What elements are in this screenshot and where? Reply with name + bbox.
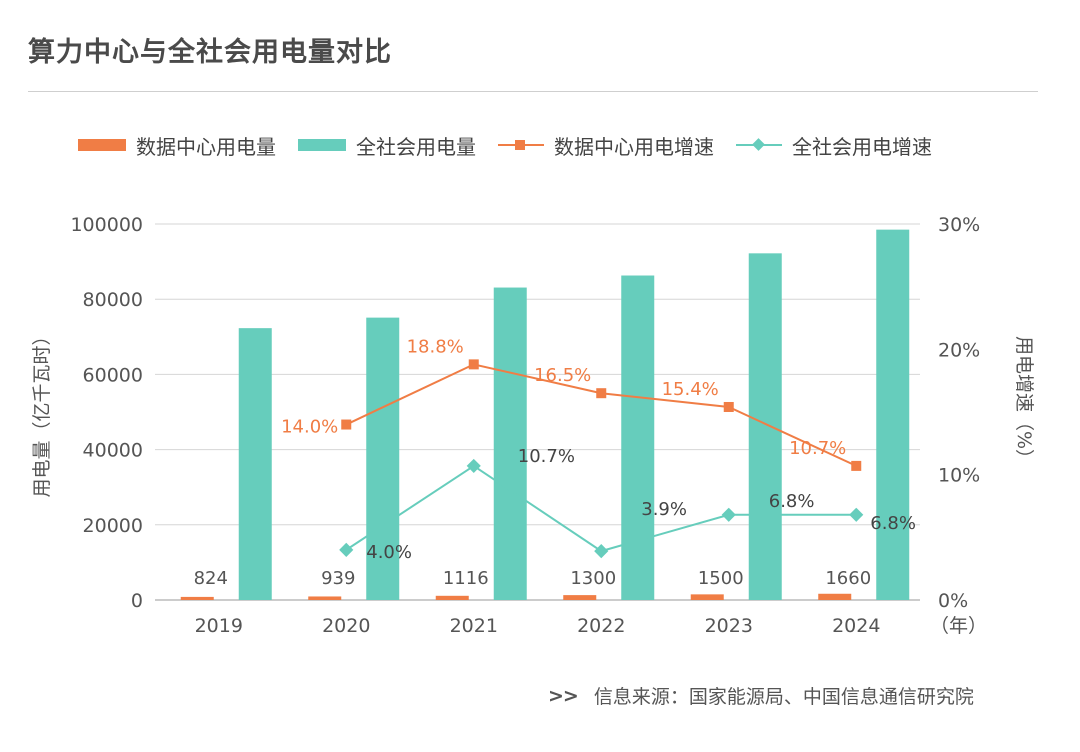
legend-swatch-orange-line	[498, 138, 544, 152]
society-growth-label: 6.8%	[870, 513, 916, 534]
x-tick-label: 2020	[322, 615, 370, 637]
y2-axis-label: 用电增速（%）	[1013, 336, 1035, 468]
bar-dc-consumption	[308, 596, 342, 600]
y2-tick-label: 0%	[938, 590, 968, 612]
society-growth-label: 6.8%	[769, 491, 815, 512]
society-growth-marker	[466, 458, 481, 473]
bar-society-consumption	[493, 287, 527, 600]
legend-item-dc-growth: 数据中心用电增速	[498, 131, 714, 160]
society-growth-marker	[721, 507, 736, 522]
dc-growth-marker	[851, 460, 862, 471]
bar-society-consumption	[621, 275, 655, 600]
y2-tick-label: 20%	[938, 339, 980, 361]
bar-dc-consumption	[180, 596, 214, 600]
legend-label: 数据中心用电量	[136, 134, 276, 159]
legend-swatch-teal-bar	[298, 139, 346, 151]
bar-society-consumption	[238, 328, 272, 600]
society-growth-label: 4.0%	[366, 542, 412, 563]
dc-growth-label: 16.5%	[534, 365, 591, 386]
source-arrows: >>	[548, 684, 579, 707]
legend-item-society-consumption: 全社会用电量	[298, 131, 476, 160]
x-tick-label: 2023	[705, 615, 753, 637]
x-unit-label: （年）	[930, 615, 987, 637]
dc-growth-marker	[596, 388, 607, 399]
dc-growth-label: 15.4%	[662, 379, 719, 400]
society-growth-marker	[594, 544, 609, 559]
dc-growth-label: 14.0%	[281, 417, 338, 438]
source-note: >> 信息来源：国家能源局、中国信息通信研究院	[548, 682, 974, 709]
x-tick-label: 2021	[450, 615, 498, 637]
dc-growth-label: 10.7%	[789, 438, 846, 459]
legend-label: 全社会用电增速	[792, 134, 932, 159]
legend-swatch-teal-line	[736, 138, 782, 152]
legend-item-dc-consumption: 数据中心用电量	[78, 131, 276, 160]
society-growth-marker	[339, 542, 354, 557]
legend-label: 全社会用电量	[356, 134, 476, 159]
y-tick-label: 60000	[83, 364, 143, 386]
y2-tick-label: 30%	[938, 214, 980, 236]
legend: 数据中心用电量 全社会用电量 数据中心用电增速 全社会用电增速	[78, 128, 954, 162]
y-tick-label: 80000	[83, 289, 143, 311]
bar-society-consumption	[748, 253, 782, 600]
society-growth-marker	[849, 507, 864, 522]
bar-dc-consumption	[563, 595, 597, 600]
legend-swatch-orange-bar	[78, 139, 126, 151]
chart-title: 算力中心与全社会用电量对比	[28, 37, 392, 68]
x-tick-label: 2019	[195, 615, 243, 637]
source-text: 信息来源：国家能源局、中国信息通信研究院	[593, 686, 974, 708]
dc-growth-label: 18.8%	[407, 336, 464, 357]
y-tick-label: 40000	[83, 440, 143, 462]
bar-value-label: 1500	[698, 568, 744, 589]
bar-dc-consumption	[690, 594, 724, 600]
x-tick-label: 2024	[832, 615, 880, 637]
legend-label: 数据中心用电增速	[554, 134, 714, 159]
bar-value-label: 939	[321, 568, 355, 589]
dc-growth-marker	[723, 401, 734, 412]
society-growth-label: 10.7%	[518, 446, 575, 467]
society-growth-label: 3.9%	[641, 499, 687, 520]
y-tick-label: 20000	[83, 515, 143, 537]
legend-item-society-growth: 全社会用电增速	[736, 131, 932, 160]
bar-dc-consumption	[818, 593, 852, 600]
bar-dc-consumption	[435, 595, 469, 600]
dc-growth-marker	[468, 359, 479, 370]
y-axis-label: 用电量（亿千瓦时）	[31, 326, 53, 497]
y-tick-label: 0	[131, 590, 143, 612]
y-tick-label: 100000	[70, 214, 143, 236]
bar-society-consumption	[366, 317, 400, 600]
dc-growth-marker	[341, 419, 352, 430]
bar-society-consumption	[876, 229, 910, 600]
bar-value-label: 1660	[825, 568, 871, 589]
bar-value-label: 1300	[570, 568, 616, 589]
y2-tick-label: 10%	[938, 465, 980, 487]
bar-value-label: 1116	[443, 568, 489, 589]
bar-value-label: 824	[194, 568, 228, 589]
x-tick-label: 2022	[577, 615, 625, 637]
title-divider	[28, 91, 1038, 92]
